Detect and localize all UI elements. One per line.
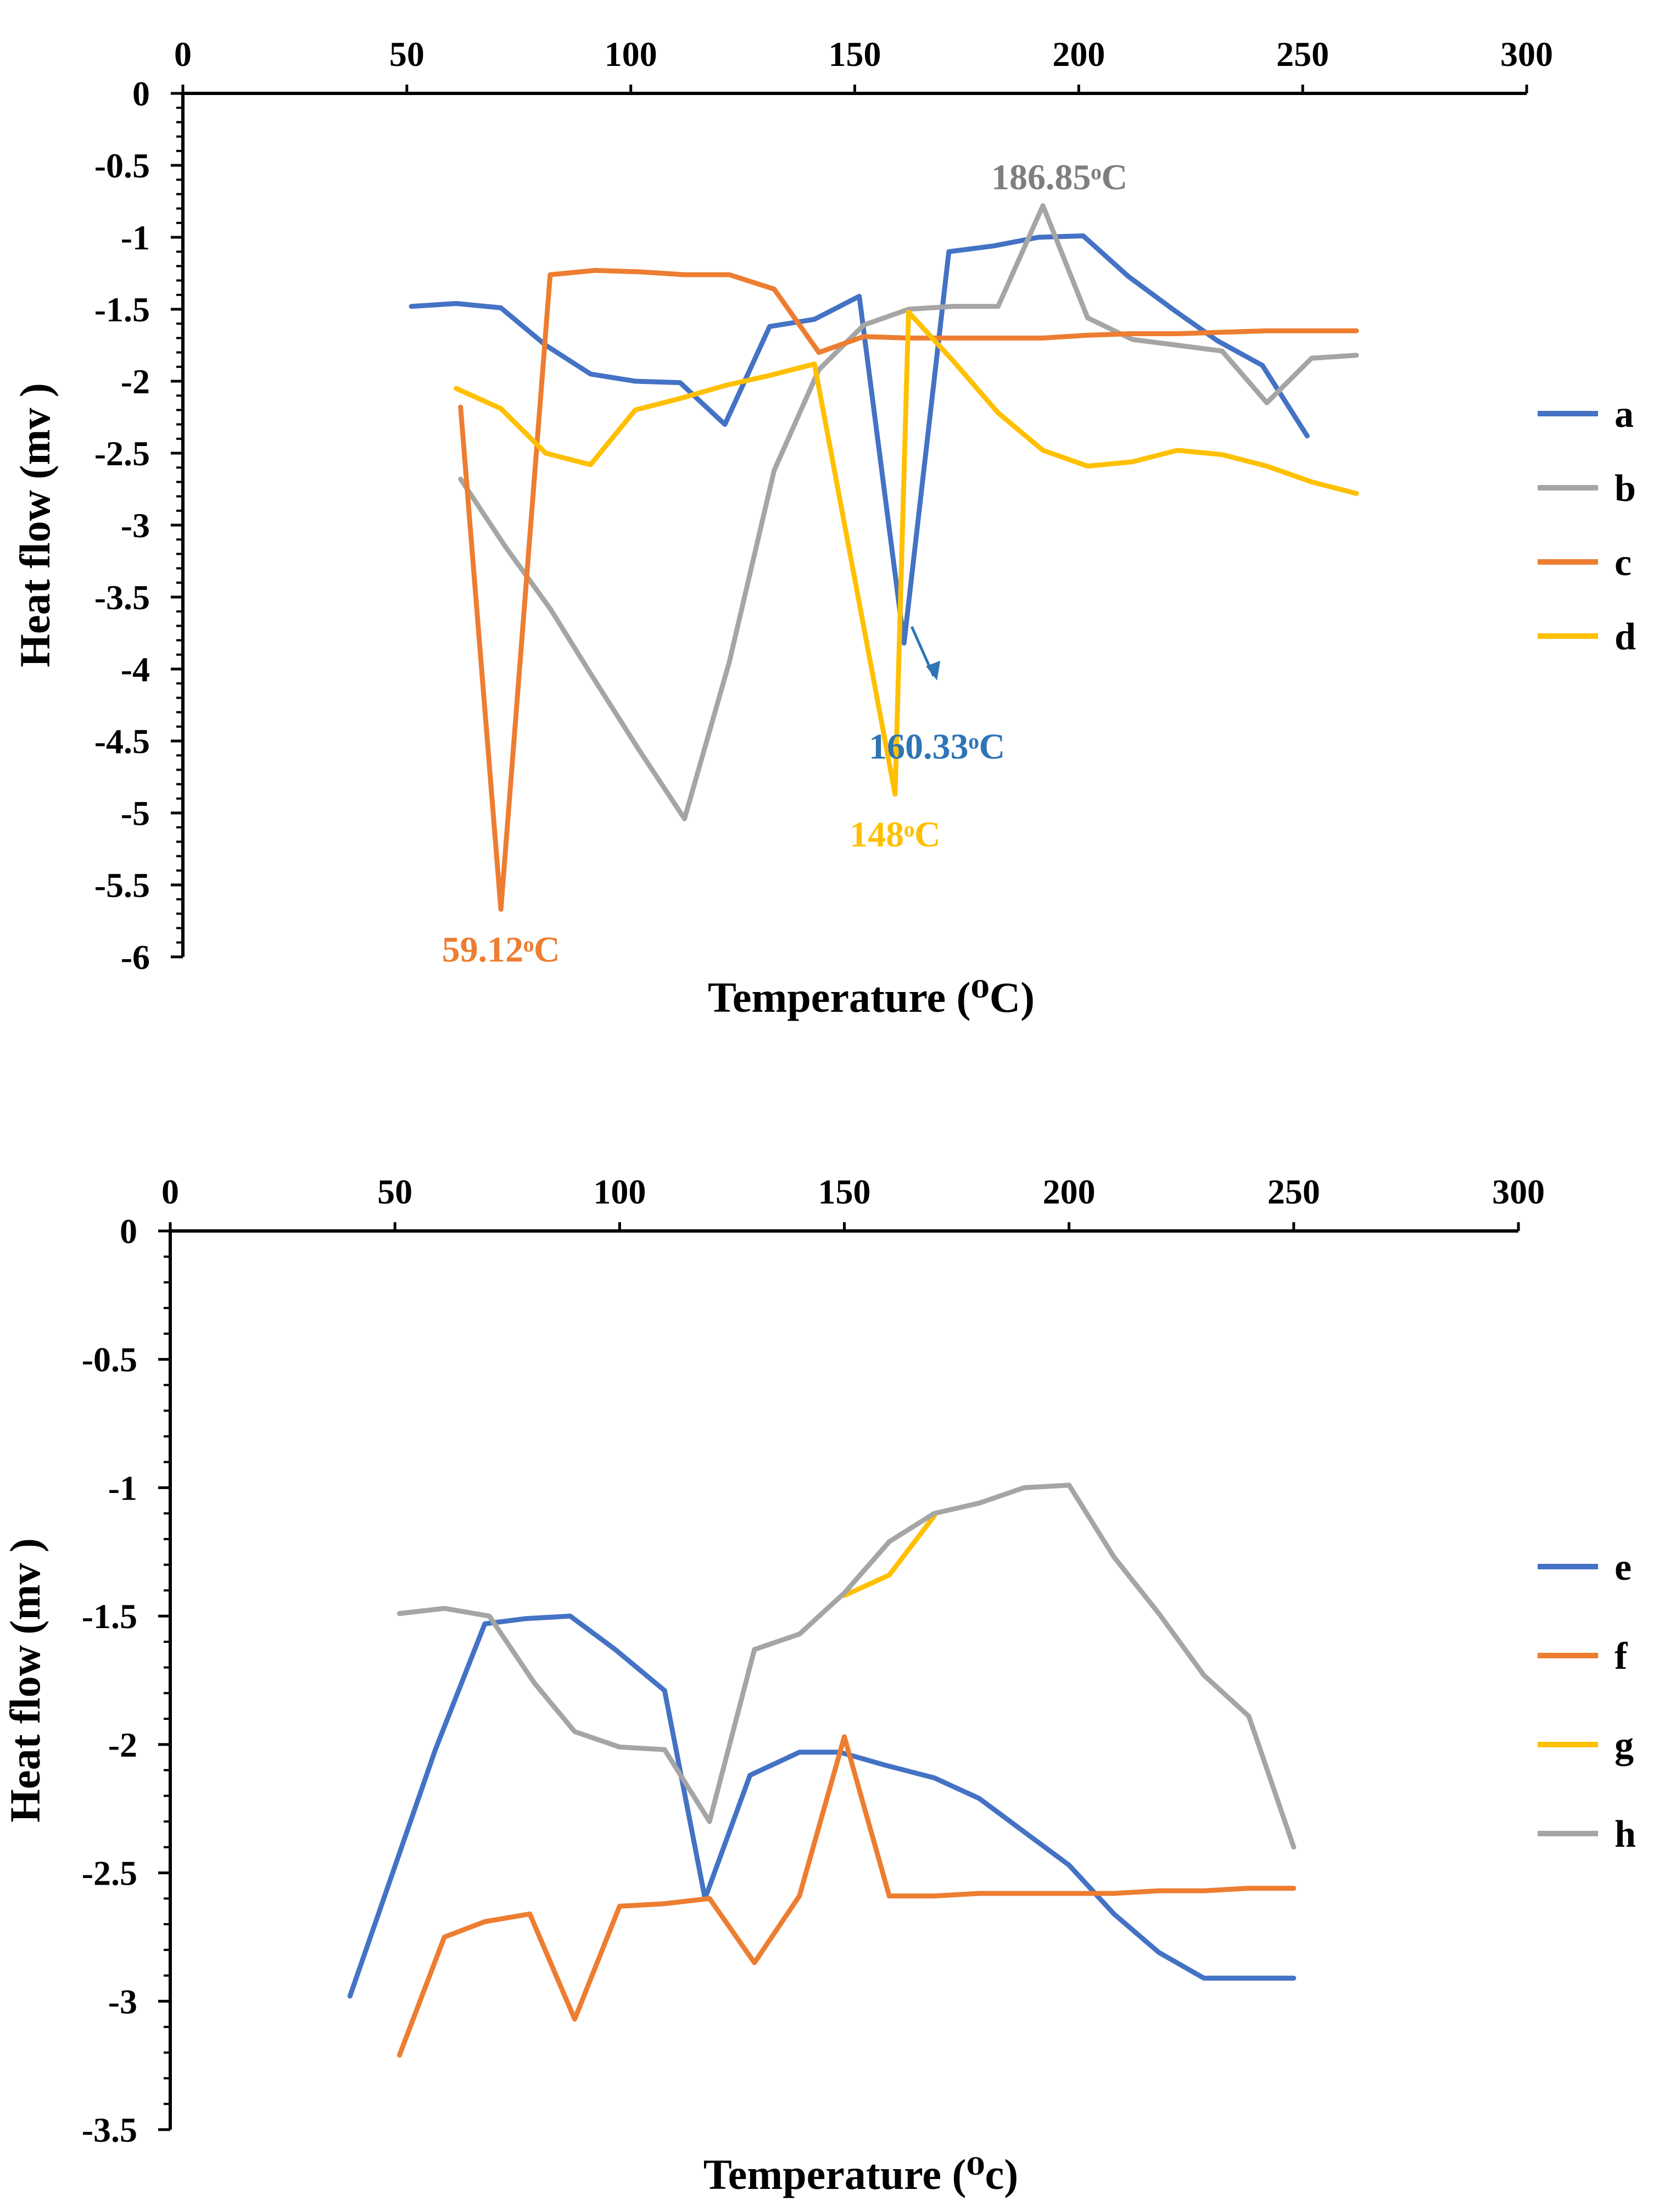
x-tick-label: 250 [1267, 1172, 1320, 1211]
legend-label-e: e [1615, 1546, 1632, 1589]
legend-label-a: a [1615, 393, 1634, 436]
x-axis-label: Temperature (⁰C) [708, 973, 1035, 1021]
peak-annotation: 186.85ᵒC [991, 157, 1127, 197]
y-tick-label: -1 [108, 1468, 137, 1507]
legend-label-f: f [1615, 1635, 1628, 1678]
x-tick-label: 50 [389, 35, 425, 74]
legend-label-c: c [1615, 542, 1632, 584]
y-tick-label: -3 [121, 506, 150, 545]
y-tick-label: -2 [108, 1725, 137, 1764]
series-line-d [454, 309, 1359, 797]
x-tick-label: 0 [161, 1172, 179, 1211]
x-axis-label: Temperature (⁰c) [703, 2150, 1019, 2198]
x-tick-label: 150 [829, 35, 881, 74]
x-tick-label: 300 [1500, 35, 1553, 74]
y-tick-label: -0.5 [82, 1340, 137, 1379]
legend-label-b: b [1615, 467, 1636, 510]
y-tick-label: -1.5 [94, 290, 150, 329]
series-line-g [842, 1513, 937, 1598]
x-tick-label: 50 [377, 1172, 412, 1211]
y-tick-label: -5.5 [94, 866, 150, 905]
chart-panel-top: 0 50 100 150 200 250 300 0 -0.5 -1 -1.5 -2 -2.5 -3 -3.… [11, 35, 1636, 1021]
y-tick-label: -5 [121, 794, 150, 833]
series-line-e [347, 1613, 1297, 1999]
legend-label-d: d [1615, 616, 1636, 658]
y-tick-label: -2 [121, 362, 150, 401]
x-tick-label: 300 [1492, 1172, 1545, 1211]
y-tick-label: -0.5 [94, 146, 150, 185]
y-tick-label: -1.5 [82, 1597, 137, 1636]
annotation-arrow-head [926, 660, 941, 681]
series-line-b [458, 203, 1359, 821]
x-tick-label: 200 [1043, 1172, 1096, 1211]
series-line-a [409, 233, 1310, 646]
y-tick-label: -2.5 [94, 434, 150, 473]
legend-label-g: g [1615, 1724, 1634, 1767]
series-line-h [396, 1483, 1297, 1850]
x-tick-label: 250 [1276, 35, 1329, 74]
y-tick-label: -3 [108, 1982, 137, 2021]
y-tick-label: -4.5 [94, 722, 150, 761]
y-tick-label: -3.5 [82, 2110, 137, 2149]
y-tick-label: -6 [121, 938, 150, 977]
x-tick-label: 0 [174, 35, 192, 74]
chart-panel-bottom: 0 50 100 150 200 250 300 0 -0.5 -1 -1.5 -2 -2.5 -3 -3.… [1, 1172, 1636, 2198]
legend-label-h: h [1615, 1813, 1636, 1856]
y-tick-label: -3.5 [94, 578, 150, 617]
peak-annotation: 59.12ᵒC [442, 930, 560, 970]
y-tick-label: 0 [120, 1212, 137, 1251]
y-axis-label: Heat flow (mv ) [1, 1538, 49, 1823]
x-tick-label: 100 [605, 35, 657, 74]
x-tick-label: 100 [593, 1172, 646, 1211]
y-tick-label: -1 [121, 218, 150, 257]
y-tick-label: 0 [132, 74, 150, 113]
peak-annotation: 148ᵒC [850, 815, 941, 855]
peak-annotation: 160.33ᵒC [869, 727, 1005, 767]
y-axis-label: Heat flow (mv ) [11, 383, 59, 667]
x-tick-label: 150 [818, 1172, 871, 1211]
y-tick-label: -2.5 [82, 1854, 137, 1893]
y-tick-label: -4 [121, 650, 150, 689]
series-line-f [396, 1734, 1297, 2058]
x-tick-label: 200 [1052, 35, 1105, 74]
